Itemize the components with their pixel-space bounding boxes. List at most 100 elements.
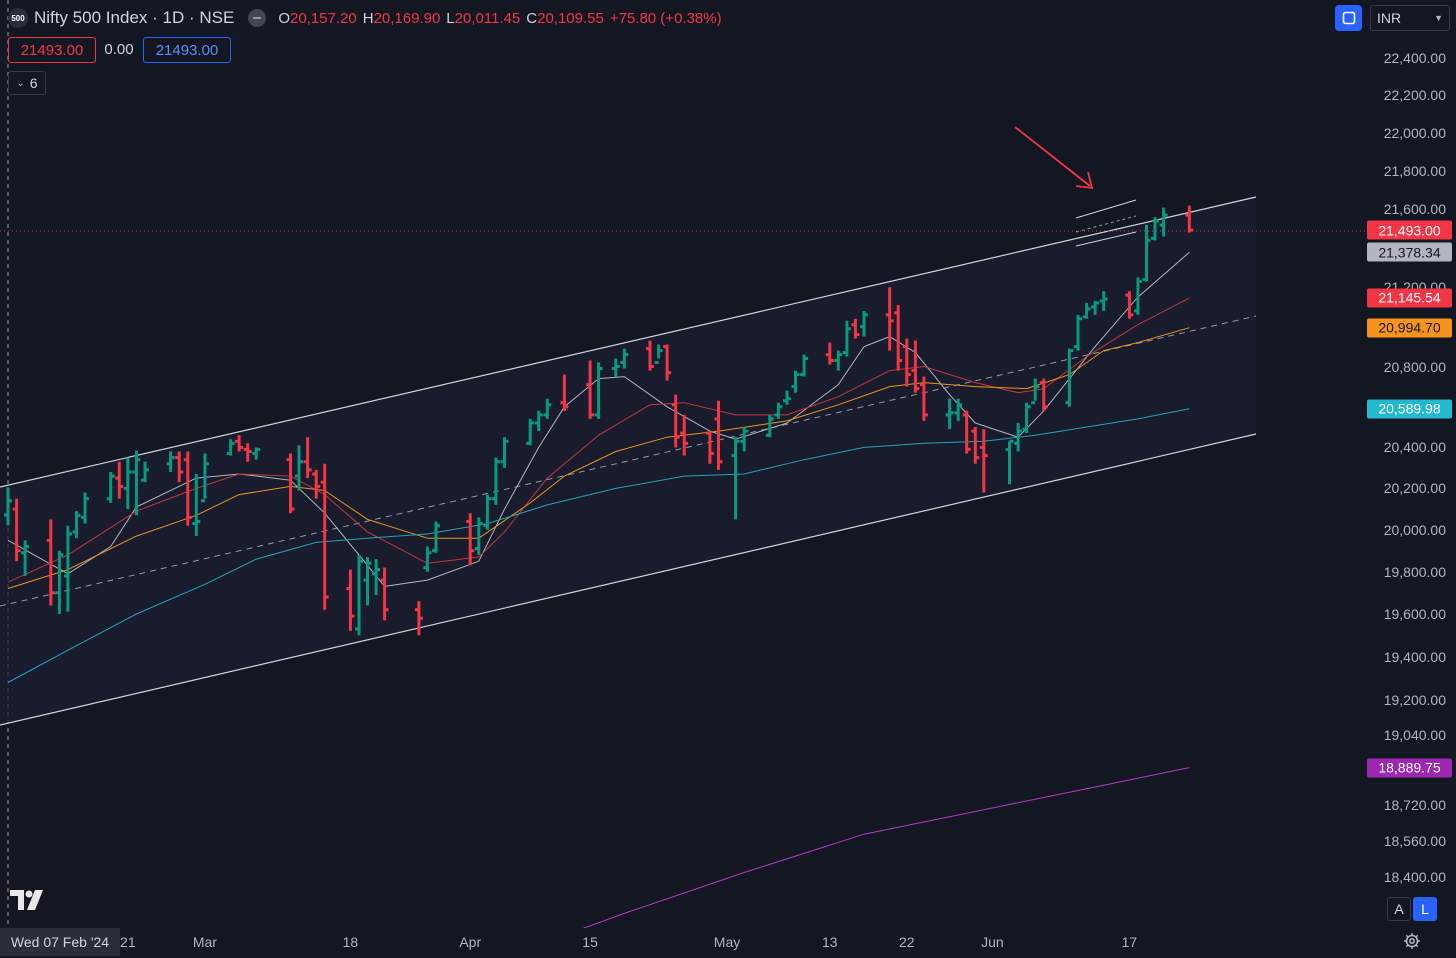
open-value: 20,157.20 (289, 9, 357, 27)
mini-channel-bottom (1075, 231, 1137, 247)
tradingview-logo-icon[interactable] (10, 890, 46, 910)
ohlc-bar (663, 344, 672, 381)
price-tick-label: 22,200.00 (1383, 87, 1446, 104)
ohlc-bar (705, 431, 714, 464)
ohlc-bar (106, 472, 115, 503)
annotation-arrow (1014, 126, 1094, 190)
price-tick-label: 21,800.00 (1383, 163, 1446, 180)
spread-value: 0.00 (104, 40, 134, 58)
price-tick-label: 19,800.00 (1383, 563, 1446, 580)
ohlc-bar (1091, 301, 1100, 315)
ohlc-bar (646, 340, 654, 371)
price-tick-label: 22,000.00 (1383, 125, 1446, 142)
price-axis-label: 21,145.54 (1367, 288, 1452, 308)
ohlc-bar (1065, 348, 1074, 407)
ohlc-bar (4, 487, 12, 526)
ohlc-bar (902, 338, 911, 387)
ohlc-bar (860, 310, 868, 337)
price-tick-label: 19,040.00 (1383, 726, 1446, 743)
symbol-logo[interactable]: 500 (8, 8, 28, 28)
ohlc-high: H20,169.90 (363, 10, 441, 27)
ohlc-bar (1014, 423, 1023, 452)
price-tick-label: 20,000.00 (1383, 521, 1446, 538)
currency-select[interactable]: INR ▼ (1370, 5, 1450, 31)
ohlc-bar (46, 519, 55, 606)
ohlc-bar (971, 427, 980, 464)
ohlc-bar (654, 344, 663, 364)
time-tick-label: May (713, 934, 741, 950)
currency-value: INR (1377, 10, 1402, 26)
price-axis-label: 21,493.00 (1367, 220, 1452, 240)
time-tick-label: 17 (1121, 934, 1138, 950)
ohlc-bars (4, 205, 1194, 636)
ohlc-bar (432, 521, 440, 553)
ohlc-bar (355, 554, 363, 636)
ohlc-bar (346, 569, 355, 631)
moving-average-line (582, 767, 1190, 928)
indicator-count: 6 (29, 75, 38, 91)
ohlc-bar (594, 362, 603, 419)
gear-icon[interactable] (1403, 932, 1421, 950)
ohlc-bar (1185, 205, 1194, 233)
symbol-title[interactable]: Nifty 500 Index · 1D · NSE (34, 8, 235, 27)
high-value: 20,169.90 (373, 9, 441, 27)
price-axis-label: 18,889.75 (1367, 758, 1452, 778)
chart-area[interactable]: 500 Nifty 500 Index · 1D · NSE O20,157.2… (0, 0, 1366, 928)
sell-button[interactable]: 21493.00 (8, 37, 96, 63)
channel-mid-line (0, 315, 1257, 607)
low-key: L (446, 9, 455, 27)
moving-average-line (7, 297, 1190, 583)
ohlc-bar (1005, 439, 1014, 485)
ohlc-bar (414, 601, 423, 636)
time-tick-label: Jun (981, 934, 1004, 950)
ohlc-bar (423, 546, 432, 572)
price-chart[interactable] (0, 0, 1366, 928)
high-key: H (362, 9, 374, 27)
ohlc-bar (851, 318, 860, 339)
chevron-down-icon: ⌄ (16, 77, 25, 89)
time-tick-label: Apr (459, 934, 482, 950)
ohlc-close: C20,109.55 (526, 10, 604, 27)
ohlc-bar (800, 354, 809, 377)
ohlc-bar (586, 360, 595, 419)
auto-scale-button[interactable]: A (1387, 897, 1411, 921)
price-tick-label: 18,400.00 (1383, 869, 1446, 885)
price-tick-label: 18,560.00 (1383, 832, 1446, 849)
ohlc-bar (1074, 314, 1082, 351)
ohlc-bar (372, 559, 381, 595)
ohlc-bar (962, 410, 971, 454)
ohlc-bar (183, 451, 192, 526)
ohlc-bar (671, 394, 680, 448)
channel-upper-line (0, 196, 1257, 488)
ohlc-bar (243, 443, 252, 462)
ohlc-bar (166, 451, 175, 472)
price-tick-label: 22,400.00 (1383, 50, 1446, 66)
ohlc-low: L20,011.45 (446, 10, 520, 27)
price-tick-label: 20,800.00 (1383, 358, 1446, 375)
ohlc-bar (740, 427, 749, 452)
ohlc-bar (791, 370, 800, 393)
price-tick-label: 19,600.00 (1383, 605, 1446, 622)
ohlc-bar (543, 398, 552, 419)
sync-scale-button[interactable] (1335, 5, 1362, 31)
price-tick-label: 19,200.00 (1383, 691, 1446, 708)
open-key: O (278, 9, 290, 27)
indicators-toggle-button[interactable]: ⌄ 6 (8, 71, 46, 95)
ohlc-bar (534, 410, 543, 432)
price-axis[interactable]: 22,400.00 22,200.00 22,000.00 21,800.00 21,6… (1366, 0, 1456, 928)
ohlc-bar (911, 340, 920, 393)
market-status-icon[interactable] (248, 9, 267, 27)
ohlc-bar (979, 429, 988, 493)
ohlc-bar (731, 437, 740, 520)
price-axis-label: 20,589.98 (1367, 399, 1452, 419)
time-tick-label: 13 (821, 934, 838, 950)
ohlc-bar (714, 400, 723, 470)
mini-channel-mid (1075, 215, 1137, 233)
ohlc-bar (115, 461, 124, 499)
ohlc-bar (303, 437, 312, 479)
low-value: 20,011.45 (454, 9, 521, 27)
buy-button[interactable]: 21493.00 (143, 37, 231, 63)
log-scale-button[interactable]: L (1413, 897, 1437, 921)
ohlc-bar (500, 437, 509, 468)
ohlc-bar (200, 453, 209, 503)
